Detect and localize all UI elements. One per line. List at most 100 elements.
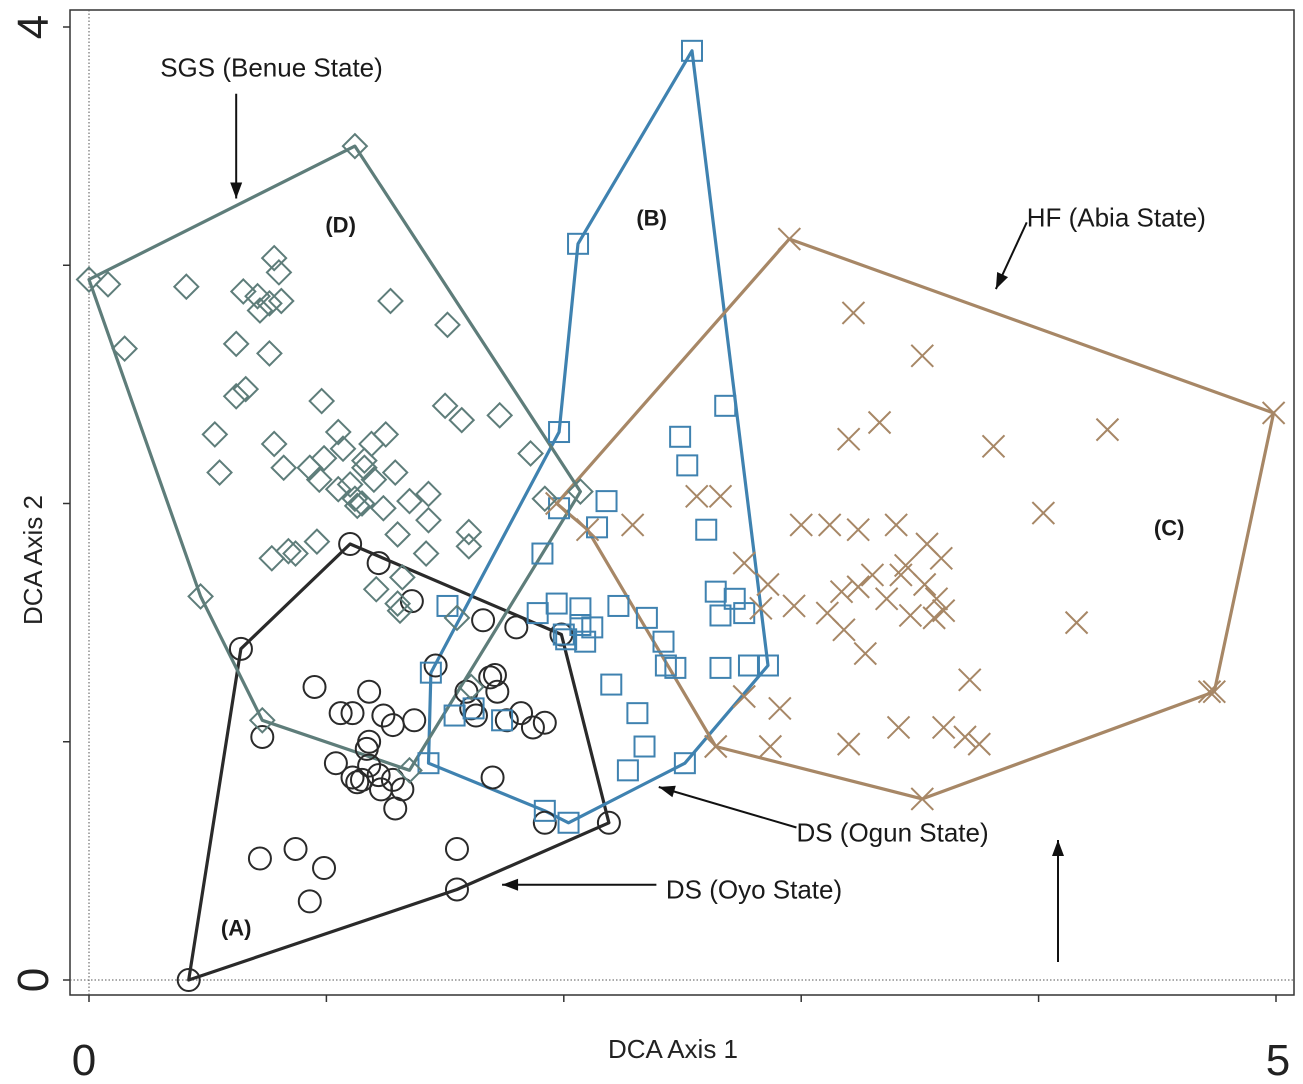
point-D — [260, 244, 288, 272]
y-axis-title: DCA Axis 2 — [18, 495, 48, 625]
point-D — [244, 282, 271, 310]
point-A — [380, 767, 405, 792]
point-A — [366, 763, 391, 788]
point-B — [607, 594, 630, 617]
point-C — [836, 732, 861, 756]
point-D — [308, 387, 336, 415]
point-D — [443, 604, 471, 632]
point-A — [371, 703, 396, 728]
point-C — [1261, 401, 1286, 425]
point-D — [324, 475, 352, 503]
point-A — [283, 836, 308, 861]
point-B — [557, 811, 580, 834]
point-D — [457, 673, 485, 701]
point-B — [654, 654, 677, 677]
point-C — [836, 427, 861, 451]
annotation-label: SGS (Benue State) — [160, 53, 383, 83]
point-C — [1064, 610, 1089, 635]
point-C — [853, 641, 878, 666]
point-B — [695, 518, 718, 541]
point-C — [575, 518, 600, 542]
hull-B — [426, 49, 770, 825]
point-C — [732, 684, 756, 709]
point-A — [478, 665, 503, 690]
point-D — [232, 375, 260, 403]
point-C — [789, 513, 813, 537]
point-D — [448, 406, 476, 434]
point-D — [246, 297, 274, 324]
point-A — [340, 701, 365, 726]
hull-A — [187, 542, 611, 982]
point-C — [1095, 417, 1120, 442]
point-D — [222, 330, 250, 358]
point-C — [782, 594, 806, 618]
point-D — [431, 392, 459, 420]
point-D — [415, 480, 442, 508]
x-tick-label: 5 — [1266, 1036, 1290, 1084]
point-D — [206, 459, 233, 486]
point-D — [358, 430, 385, 458]
point-A — [366, 551, 391, 576]
point-B — [737, 654, 760, 677]
point-C — [958, 668, 982, 692]
chart-labels: SGS (Benue State) HF (Abia State) DS (Ogun… — [160, 53, 1206, 941]
point-C — [889, 563, 913, 587]
point-B — [635, 606, 658, 629]
arrow-head — [658, 785, 676, 798]
point-D — [369, 494, 397, 522]
point-B — [417, 752, 440, 775]
point-D — [75, 266, 103, 293]
point-B — [600, 673, 623, 696]
data-points — [75, 39, 1286, 992]
group-hulls — [87, 49, 1276, 982]
point-D — [201, 420, 229, 448]
point-A — [312, 856, 337, 881]
point-C — [910, 787, 934, 811]
point-D — [517, 440, 544, 467]
point-B — [669, 425, 692, 448]
point-C — [846, 518, 870, 542]
point-A — [509, 701, 534, 726]
point-D — [384, 521, 412, 548]
group-label-D: (D) — [325, 213, 356, 238]
point-D — [350, 454, 378, 482]
point-A — [520, 715, 545, 740]
point-C — [758, 734, 783, 759]
point-C — [931, 715, 956, 740]
point-B — [586, 516, 609, 539]
point-D — [388, 563, 416, 591]
point-B — [531, 542, 554, 565]
annotation-label: DS (Oyo State) — [666, 874, 842, 904]
annotation-label: HF (Abia State) — [1027, 203, 1206, 233]
y-tick-label: 0 — [9, 968, 58, 992]
point-B — [704, 580, 727, 603]
point-D — [248, 706, 276, 734]
point-B — [581, 616, 604, 639]
point-B — [567, 232, 590, 255]
point-D — [305, 466, 333, 494]
point-D — [381, 459, 409, 486]
point-C — [981, 434, 1006, 459]
point-A — [532, 710, 557, 735]
x-axis-title: DCA Axis 1 — [608, 1034, 738, 1064]
point-D — [275, 537, 302, 565]
point-C — [846, 575, 870, 599]
point-C — [749, 596, 773, 621]
hull-D — [87, 144, 583, 772]
point-C — [912, 572, 937, 597]
point-D — [265, 258, 293, 286]
point-A — [340, 765, 365, 790]
point-B — [555, 628, 578, 651]
group-label-C: (C) — [1154, 515, 1185, 540]
point-C — [886, 715, 911, 740]
point-B — [545, 592, 568, 615]
point-A — [444, 836, 469, 861]
point-D — [386, 597, 414, 625]
point-C — [817, 513, 842, 537]
point-B — [491, 709, 514, 732]
annotation-label: DS (Ogun State) — [796, 817, 988, 847]
point-C — [867, 410, 892, 435]
point-B — [652, 630, 675, 653]
point-D — [172, 273, 200, 301]
point-D — [531, 485, 559, 513]
